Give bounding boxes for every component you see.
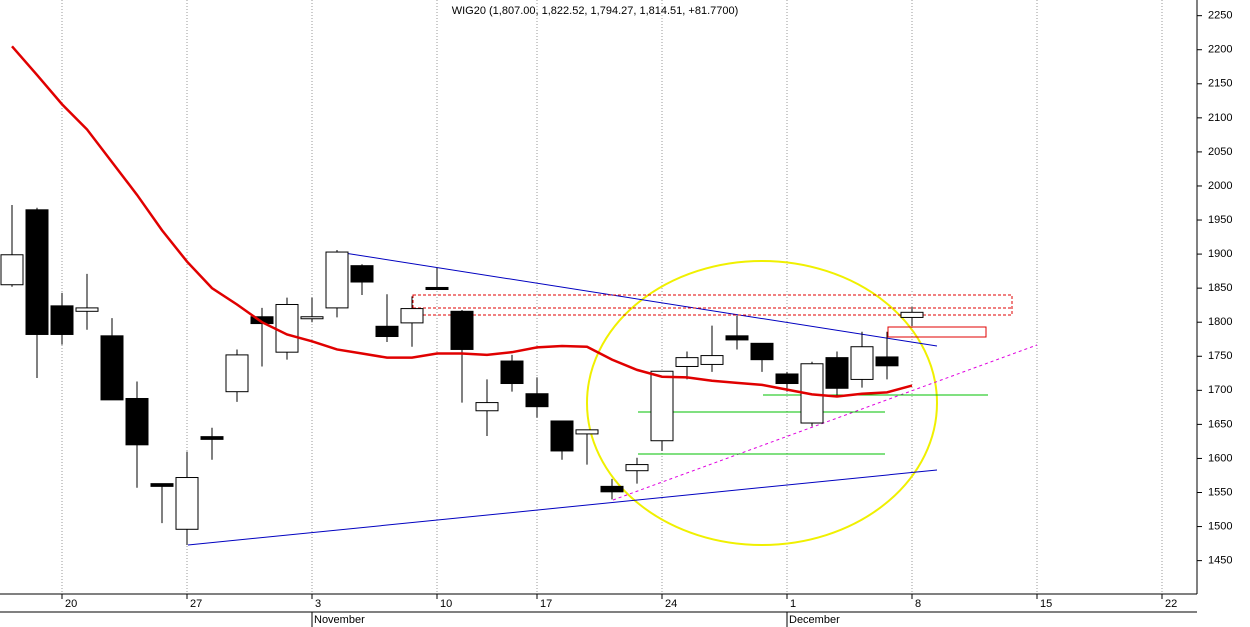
- candle-body: [300, 316, 324, 320]
- y-tick-label: 2050: [1208, 146, 1232, 158]
- x-tick-label: 8: [915, 598, 921, 610]
- candle-body: [0, 254, 24, 286]
- candle-body: [525, 393, 549, 408]
- candle-body: [700, 355, 724, 365]
- x-tick-label: 15: [1040, 598, 1052, 610]
- candle-body: [575, 429, 599, 435]
- y-tick-label: 2000: [1208, 180, 1232, 192]
- candle-body: [825, 357, 849, 389]
- candle-body: [475, 402, 499, 412]
- y-tick-label: 1600: [1208, 452, 1232, 464]
- month-label: December: [789, 614, 840, 626]
- x-tick-label: 20: [65, 598, 77, 610]
- y-tick-label: 2250: [1208, 10, 1232, 22]
- x-tick-label: 1: [790, 598, 796, 610]
- candle-body: [200, 436, 224, 440]
- trend-line: [612, 344, 1038, 501]
- x-tick-label: 22: [1165, 598, 1177, 610]
- y-tick-label: 2200: [1208, 44, 1232, 56]
- annotations: [187, 251, 1038, 546]
- candle-body: [850, 346, 874, 380]
- candle-body: [750, 342, 774, 361]
- candle-body: [500, 360, 524, 385]
- candle-body: [600, 485, 624, 493]
- candle-body: [900, 311, 924, 318]
- candle-body: [100, 335, 124, 401]
- grid: [61, 0, 1163, 594]
- x-tick-label: 10: [440, 598, 452, 610]
- candle-body: [650, 370, 674, 442]
- candle-body: [550, 420, 574, 452]
- candle-body: [400, 308, 424, 324]
- trend-line: [187, 469, 938, 546]
- candle-body: [125, 397, 149, 446]
- y-tick-label: 1700: [1208, 384, 1232, 396]
- zone-rect: [412, 294, 1013, 316]
- x-tick-label: 17: [540, 598, 552, 610]
- chart-title: WIG20 (1,807.00, 1,822.52, 1,794.27, 1,8…: [452, 5, 739, 17]
- candle-body: [50, 305, 74, 335]
- candle-body: [725, 335, 749, 341]
- candle-body: [350, 265, 374, 283]
- y-tick-label: 1800: [1208, 316, 1232, 328]
- candle-body: [325, 251, 349, 309]
- candle-body: [625, 464, 649, 472]
- candle-body: [675, 357, 699, 367]
- circle-annotation: [586, 260, 938, 546]
- y-tick-label: 1450: [1208, 555, 1232, 567]
- candle-body: [425, 286, 449, 291]
- y-tick-label: 1900: [1208, 248, 1232, 260]
- y-tick-label: 1750: [1208, 350, 1232, 362]
- candle-body: [150, 483, 174, 487]
- candle-body: [875, 356, 899, 367]
- y-tick-label: 1500: [1208, 520, 1232, 532]
- candle-body: [375, 325, 399, 338]
- y-tick-label: 1650: [1208, 418, 1232, 430]
- candle-body: [275, 303, 299, 353]
- month-label: November: [314, 614, 365, 626]
- candle-body: [25, 209, 49, 335]
- y-tick-label: 1850: [1208, 282, 1232, 294]
- y-tick-label: 2100: [1208, 112, 1232, 124]
- candles: [0, 45, 924, 545]
- trend-line: [337, 251, 938, 347]
- candle-body: [175, 477, 199, 530]
- candle-body: [775, 373, 799, 385]
- moving-average: [11, 45, 913, 398]
- candle-body: [225, 354, 249, 393]
- candle-body: [450, 310, 474, 350]
- x-tick-label: 3: [315, 598, 321, 610]
- x-tick-label: 24: [665, 598, 677, 610]
- y-tick-label: 1950: [1208, 214, 1232, 226]
- candle-body: [75, 307, 99, 312]
- y-tick-label: 1550: [1208, 486, 1232, 498]
- zone-rect: [887, 326, 987, 338]
- x-tick-label: 27: [190, 598, 202, 610]
- y-tick-label: 2150: [1208, 78, 1232, 90]
